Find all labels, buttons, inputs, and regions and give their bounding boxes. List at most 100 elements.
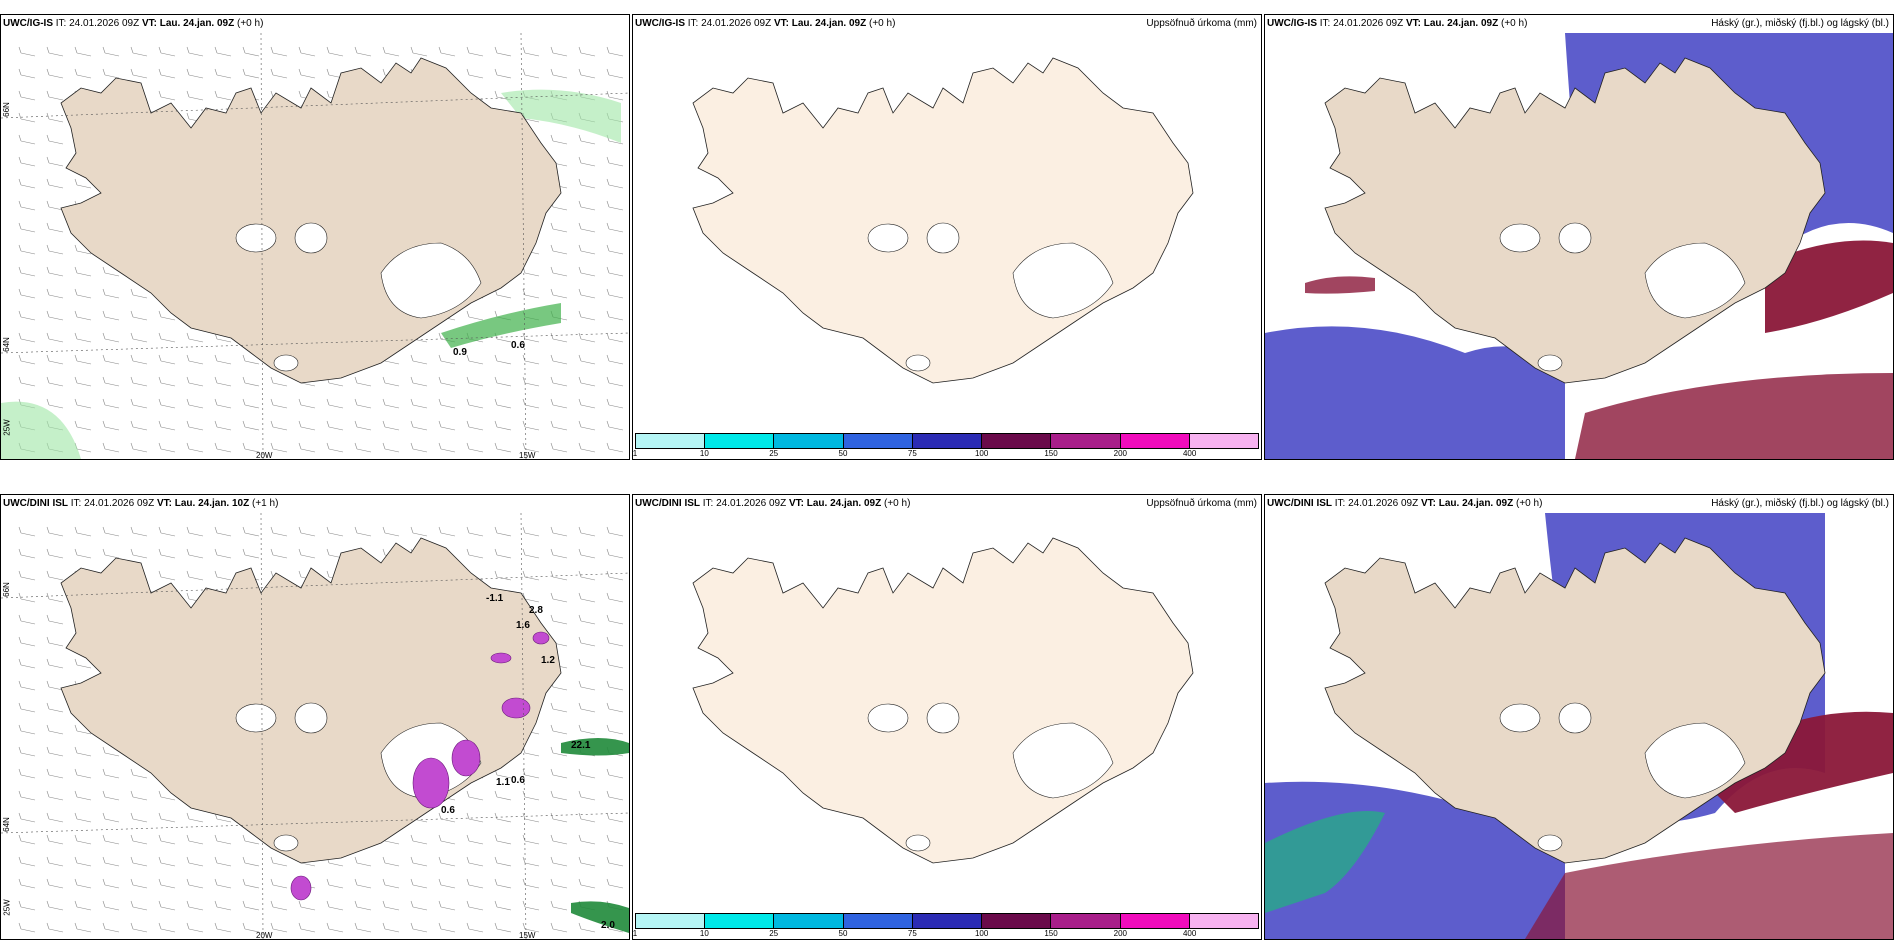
colorbar-tick-label: 25 [769, 929, 779, 938]
colorbar-tick-label: 1 [632, 929, 638, 938]
contour-label: 1.1 [496, 777, 510, 788]
cloud-map [1265, 33, 1893, 459]
panel-title: Háský (gr.), miðský (fj.bl.) og lágský (… [1711, 498, 1889, 509]
panel-title: Háský (gr.), miðský (fj.bl.) og lágský (… [1711, 18, 1889, 29]
wind-map: -1.1 2.8 1.6 1.2 22.1 1.1 0.6 0.6 2.0 [1, 513, 629, 939]
lat-label: 64N [1, 817, 11, 832]
colorbar-segment [774, 434, 844, 448]
colorbar-segment [1189, 434, 1258, 448]
panel-header: UWC/DINI ISL IT: 24.01.2026 09Z VT: Lau.… [3, 498, 279, 509]
colorbar-segment [1120, 434, 1190, 448]
iceland-landmass [692, 57, 1194, 384]
low-cloud-area [1265, 326, 1565, 459]
contour-label: -1.1 [486, 593, 504, 604]
colorbar-tick-label: 400 [1182, 929, 1197, 938]
colorbar-segment [1120, 914, 1190, 928]
panel-header: UWC/DINI ISL IT: 24.01.2026 09Z VT: Lau.… [635, 498, 911, 509]
panel-title: Uppsöfnuð úrkoma (mm) [1146, 18, 1257, 29]
precip-blobs [290, 631, 550, 901]
high-cloud-area [1695, 711, 1893, 813]
lat-label: 64N [1, 337, 11, 352]
colorbar-segment [843, 434, 913, 448]
graticule [1, 513, 629, 939]
high-cloud-area [1305, 276, 1375, 294]
green-band [561, 738, 629, 756]
precip-colorbar [635, 913, 1259, 929]
contour-label: 0.6 [511, 340, 525, 351]
colorbar-segment [912, 914, 983, 928]
precip-colorbar [635, 433, 1259, 449]
colorbar-tick-label: 75 [907, 929, 917, 938]
contour-label: 1.6 [516, 620, 530, 631]
panel-wind-igis: UWC/IG-IS IT: 24.01.2026 09Z VT: Lau. 24… [0, 14, 630, 460]
green-band [1, 401, 81, 459]
iceland-landmass [692, 537, 1194, 864]
precip-map [692, 57, 1194, 384]
colorbar-tick-label: 200 [1113, 929, 1128, 938]
colorbar-tick-label: 1 [632, 449, 638, 458]
high-cloud-area [1765, 240, 1893, 333]
lon-label: 25W [2, 899, 12, 916]
colorbar-tick-label: 75 [907, 449, 917, 458]
panel-title: Uppsöfnuð úrkoma (mm) [1146, 498, 1257, 509]
colorbar-segment [636, 914, 706, 928]
colorbar-tick-label: 50 [838, 929, 848, 938]
colorbar-tick-label: 10 [699, 929, 709, 938]
panel-clouds-igis: UWC/IG-IS IT: 24.01.2026 09Z VT: Lau. 24… [1264, 14, 1894, 460]
contour-label: 0.9 [453, 347, 467, 358]
wind-map: 0.9 0.6 [1, 33, 629, 459]
colorbar-tick-label: 400 [1182, 449, 1197, 458]
lon-label: 25W [2, 419, 12, 436]
mid-cloud-area [1265, 811, 1385, 913]
colorbar-tick-label: 10 [699, 449, 709, 458]
green-band [571, 901, 629, 933]
panel-precip-igis: UWC/IG-IS IT: 24.01.2026 09Z VT: Lau. 24… [632, 14, 1262, 460]
colorbar-segment [982, 914, 1052, 928]
colorbar-segment [912, 434, 983, 448]
high-cloud-area [1525, 833, 1893, 939]
colorbar-tick-label: 200 [1113, 449, 1128, 458]
colorbar-tick-label: 100 [974, 449, 989, 458]
colorbar-segment [1051, 914, 1121, 928]
panel-header: UWC/IG-IS IT: 24.01.2026 09Z VT: Lau. 24… [1267, 18, 1528, 29]
panel-clouds-dini: UWC/DINI ISL IT: 24.01.2026 09Z VT: Lau.… [1264, 494, 1894, 940]
colorbar-ticks: 1 10 25 50 75 100 150 200 400 [632, 449, 1259, 459]
contour-label: 2.8 [529, 605, 543, 616]
colorbar-tick-label: 150 [1044, 449, 1058, 458]
colorbar-tick-label: 50 [838, 449, 848, 458]
lon-label: 20W [256, 451, 273, 460]
panel-wind-dini: UWC/DINI ISL IT: 24.01.2026 09Z VT: Lau.… [0, 494, 630, 940]
colorbar-tick-label: 25 [769, 449, 779, 458]
colorbar-segment [705, 914, 775, 928]
graticule [1, 33, 629, 459]
colorbar-tick-label: 100 [974, 929, 989, 938]
panel-header: UWC/IG-IS IT: 24.01.2026 09Z VT: Lau. 24… [3, 18, 264, 29]
lat-label: 66N [1, 582, 11, 597]
panel-header: UWC/IG-IS IT: 24.01.2026 09Z VT: Lau. 24… [635, 18, 896, 29]
colorbar-segment [843, 914, 913, 928]
colorbar-segment [1051, 434, 1121, 448]
contour-label: 0.6 [441, 805, 455, 816]
precip-map [692, 537, 1194, 864]
high-cloud-area [1575, 373, 1893, 459]
lon-label: 20W [256, 931, 273, 940]
colorbar-ticks: 1 10 25 50 75 100 150 200 400 [632, 929, 1259, 939]
green-band [441, 303, 561, 348]
contour-label: 22.1 [571, 740, 591, 751]
cloud-map [1265, 513, 1893, 939]
panel-header: UWC/DINI ISL IT: 24.01.2026 09Z VT: Lau.… [1267, 498, 1543, 509]
contour-label: 0.6 [511, 775, 525, 786]
lat-label: 66N [1, 102, 11, 117]
panel-precip-dini: UWC/DINI ISL IT: 24.01.2026 09Z VT: Lau.… [632, 494, 1262, 940]
colorbar-segment [774, 914, 844, 928]
colorbar-segment [982, 434, 1052, 448]
contour-label: 1.2 [541, 655, 555, 666]
colorbar-segment [1189, 914, 1258, 928]
contour-label: 2.0 [601, 920, 615, 931]
colorbar-tick-label: 150 [1044, 929, 1058, 938]
colorbar-segment [636, 434, 706, 448]
lon-label: 15W [519, 931, 536, 940]
colorbar-segment [705, 434, 775, 448]
green-band [501, 89, 621, 143]
lon-label: 15W [519, 451, 536, 460]
